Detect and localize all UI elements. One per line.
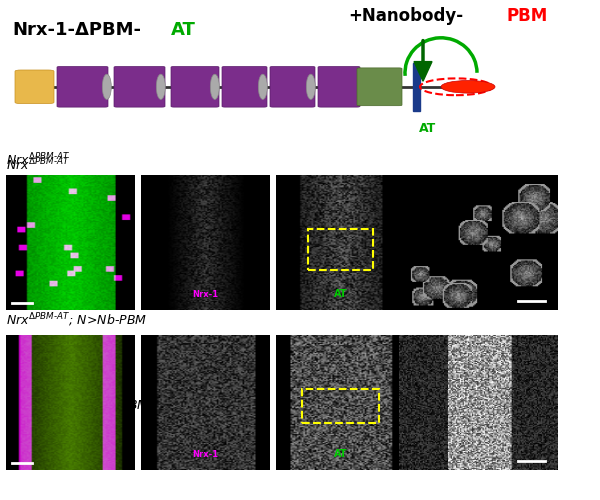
Bar (302, 389, 379, 423)
Ellipse shape (307, 74, 316, 100)
FancyBboxPatch shape (15, 70, 54, 103)
Text: $Nrx^{\Delta PBM\text{-}AT}$; $N\!>\!Nb\text{-}PBM$: $Nrx^{\Delta PBM\text{-}AT}$; $N\!>\!Nb\… (8, 396, 149, 414)
Text: Nrx-1-ΔPBM-: Nrx-1-ΔPBM- (12, 21, 141, 39)
Bar (413, 63, 420, 110)
Text: AT: AT (419, 122, 436, 135)
FancyBboxPatch shape (114, 66, 165, 107)
Circle shape (441, 80, 495, 93)
Text: +Nanobody-: +Nanobody- (348, 7, 463, 25)
FancyBboxPatch shape (57, 66, 108, 107)
Ellipse shape (259, 74, 268, 100)
Polygon shape (414, 62, 432, 81)
FancyBboxPatch shape (171, 66, 219, 107)
Text: $Nrx^{\Delta PBM\text{-}AT}$; $N\!>\!Nb$-$PBM$: $Nrx^{\Delta PBM\text{-}AT}$; $N\!>\!Nb$… (6, 311, 147, 329)
FancyBboxPatch shape (318, 66, 360, 107)
Text: $Nrx^{\Delta PBM\text{-}AT}$: $Nrx^{\Delta PBM\text{-}AT}$ (6, 156, 70, 174)
FancyBboxPatch shape (357, 68, 402, 106)
Text: Nrx-1: Nrx-1 (193, 450, 218, 459)
Bar (308, 229, 373, 270)
Ellipse shape (156, 74, 166, 100)
Ellipse shape (102, 74, 112, 100)
Text: $Nrx^{\Delta PBM\text{-}AT}$: $Nrx^{\Delta PBM\text{-}AT}$ (6, 152, 70, 168)
FancyBboxPatch shape (222, 66, 267, 107)
Ellipse shape (210, 74, 220, 100)
Text: AT: AT (334, 449, 347, 459)
Text: PBM: PBM (507, 7, 548, 25)
Text: AT: AT (334, 289, 347, 299)
Text: Nrx-1: Nrx-1 (193, 290, 218, 299)
FancyBboxPatch shape (270, 66, 315, 107)
Text: AT: AT (171, 21, 196, 39)
